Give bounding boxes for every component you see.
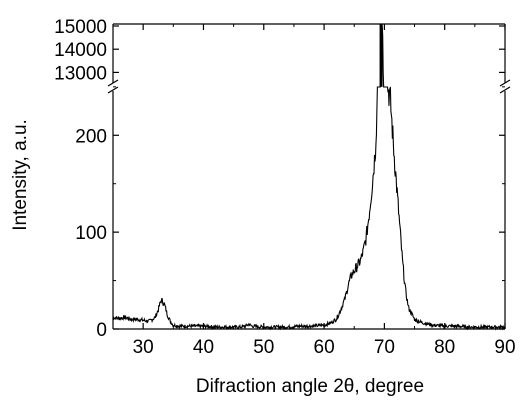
- x-tick-label-60: 60: [314, 337, 335, 358]
- y-upper-tick-label-15000: 15000: [54, 17, 107, 38]
- axis-break-mark-left-1: [107, 79, 119, 87]
- x-tick-label-30: 30: [133, 337, 154, 358]
- y-tick-label-200: 200: [75, 126, 107, 147]
- y-axis-label: Intensity, a.u.: [10, 119, 31, 231]
- axis-break-mark-right-1: [499, 79, 511, 87]
- x-tick-label-70: 70: [374, 337, 395, 358]
- x-tick-label-40: 40: [193, 337, 214, 358]
- series-line: [112, 25, 506, 331]
- y-upper-tick-label-14000: 14000: [54, 40, 107, 61]
- x-tick-label-50: 50: [253, 337, 274, 358]
- y-tick-label-100: 100: [75, 223, 107, 244]
- axis-break-mark-right-2: [499, 86, 511, 94]
- y-upper-tick-label-13000: 13000: [54, 63, 107, 84]
- x-tick-label-90: 90: [494, 337, 515, 358]
- y-tick-label-0: 0: [96, 320, 107, 341]
- x-axis-label: Difraction angle 2θ, degree: [196, 376, 424, 397]
- x-tick-label-80: 80: [434, 337, 455, 358]
- axis-break-mark-left-2: [107, 86, 119, 94]
